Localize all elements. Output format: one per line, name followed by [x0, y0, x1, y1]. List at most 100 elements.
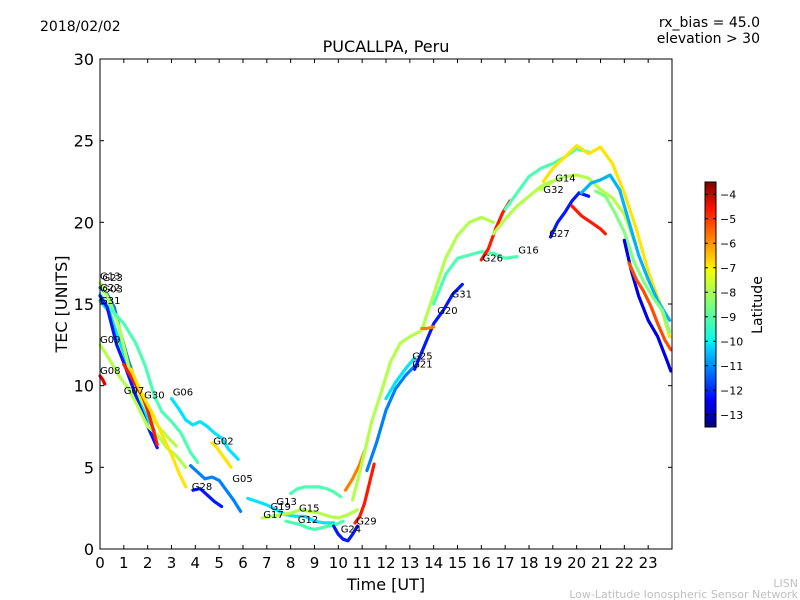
x-tick-label: 20 — [567, 554, 586, 572]
satellite-label-G22: G22 — [100, 283, 120, 294]
satellite-label-G08: G08 — [100, 366, 120, 377]
x-tick-label: 21 — [591, 554, 610, 572]
bias-label: rx_bias = 45.0 — [659, 15, 760, 31]
x-tick-label: 14 — [424, 554, 443, 572]
x-tick-label: 2 — [143, 554, 153, 572]
y-tick-label: 20 — [74, 213, 94, 232]
tec-trace-G30 — [129, 367, 188, 489]
tec-trace-G02 — [210, 441, 233, 469]
colorbar-tick-label: −7 — [720, 262, 736, 275]
tec-trace-peak-yellow — [541, 144, 672, 339]
satellite-label-G17: G17 — [263, 510, 283, 521]
satellite-label-G24: G24 — [341, 525, 361, 536]
colorbar-tick-label: −6 — [720, 237, 736, 250]
x-axis-ticks: 0 1 2 3 4 5 6 7 8 9 10 11 12 13 14 15 16 17 18 19 20 21 22 23 — [95, 59, 658, 572]
satellite-label-G20: G20 — [437, 306, 457, 317]
colorbar-label: Latitude — [750, 276, 766, 334]
watermark-network: Low-Latitude Ionospheric Sensor Network — [569, 588, 798, 600]
satellite-label-G23: G23 — [102, 273, 122, 284]
y-axis-label: TEC [UNITS] — [52, 256, 71, 354]
x-tick-label: 23 — [639, 554, 658, 572]
y-tick-label: 30 — [74, 50, 94, 69]
tec-trace-G06 — [169, 397, 240, 461]
tec-trace-peak-cyan — [579, 173, 672, 322]
satellite-label-G32: G32 — [543, 185, 563, 196]
satellite-label-G19: G19 — [270, 502, 290, 513]
x-tick-label: 8 — [286, 554, 296, 572]
satellite-label-G06: G06 — [173, 388, 193, 399]
x-tick-label: 5 — [214, 554, 224, 572]
x-tick-label: 7 — [262, 554, 272, 572]
x-tick-label: 9 — [310, 554, 320, 572]
x-tick-label: 22 — [615, 554, 634, 572]
x-tick-label: 1 — [119, 554, 129, 572]
x-tick-label: 11 — [353, 554, 372, 572]
satellite-label-G26: G26 — [483, 254, 503, 265]
colorbar-tick-label: −11 — [720, 360, 743, 373]
tec-trace-G20-b — [420, 325, 436, 331]
tec-trace-rise-green-2 — [432, 250, 519, 306]
satellite-label-G21: G21 — [412, 360, 432, 371]
tec-trace-G28 — [191, 487, 224, 509]
tec-trace-G25 — [384, 356, 417, 401]
plot-area — [98, 144, 673, 543]
colorbar-tick-label: −10 — [720, 335, 743, 348]
colorbar — [704, 181, 717, 428]
x-tick-label: 13 — [400, 554, 419, 572]
y-tick-label: 10 — [74, 377, 94, 396]
tec-trace-rise-green — [351, 330, 421, 502]
tec-trace-G24 — [332, 524, 359, 543]
satellite-label-G14: G14 — [555, 174, 575, 185]
x-tick-label: 17 — [496, 554, 515, 572]
watermark-acronym: LISN — [773, 577, 798, 590]
tec-trace-G14-up — [503, 147, 591, 211]
tec-trace-G29 — [353, 462, 376, 525]
tec-trace-G22-early — [98, 292, 200, 464]
satellite-label-G28: G28 — [192, 482, 212, 493]
satellite-label-G25: G25 — [412, 352, 432, 363]
x-tick-label: 12 — [376, 554, 395, 572]
tec-trace-G08 — [98, 374, 107, 386]
satellite-label-G31: G31 — [452, 290, 472, 301]
x-tick-label: 15 — [448, 554, 467, 572]
tec-trace-G13-mid — [246, 496, 336, 525]
x-tick-label: 18 — [519, 554, 538, 572]
x-tick-label: 6 — [238, 554, 248, 572]
x-tick-label: 10 — [329, 554, 348, 572]
colorbar-ticks: −4 −5 −6 −7 −8 −9 −10 −11 −12 −13 — [705, 188, 743, 422]
y-tick-label: 25 — [74, 132, 94, 151]
tec-trace-decay-green — [594, 189, 672, 334]
colorbar-tick-label: −4 — [720, 188, 736, 201]
satellite-label-G05: G05 — [232, 474, 252, 485]
satellite-label-G12: G12 — [298, 515, 318, 526]
colorbar-tick-label: −5 — [720, 213, 736, 226]
x-axis-label: Time [UT] — [346, 575, 425, 594]
chart-title: PUCALLPA, Peru — [323, 37, 450, 56]
colorbar-tick-label: −8 — [720, 286, 736, 299]
tec-trace-G20 — [413, 282, 464, 371]
x-tick-label: 4 — [191, 554, 201, 572]
satellite-label-G07: G07 — [124, 386, 144, 397]
y-tick-label: 5 — [84, 458, 94, 477]
x-tick-label: 16 — [472, 554, 491, 572]
y-tick-label: 0 — [84, 540, 94, 559]
satellite-label-G02: G02 — [213, 437, 233, 448]
elevation-label: elevation > 30 — [657, 31, 760, 47]
satellite-label-G29: G29 — [356, 517, 376, 528]
satellite-label-G13: G13 — [100, 272, 120, 283]
colorbar-tick-label: −9 — [720, 311, 736, 324]
tec-trace-G16 — [491, 179, 553, 236]
satellite-label-G09: G09 — [100, 335, 120, 346]
tec-trace-G17 — [260, 508, 359, 520]
tec-trace-G31-rise — [420, 215, 495, 332]
tec-trace-G15 — [289, 485, 343, 499]
satellite-label-G03: G03 — [102, 285, 122, 296]
tec-trace-G32 — [539, 173, 638, 249]
tec-trace-decay-orange — [627, 261, 673, 352]
satellite-label-G30: G30 — [144, 391, 164, 402]
y-axis-ticks: 0 5 10 15 20 25 30 — [74, 50, 672, 559]
x-tick-label: 19 — [543, 554, 562, 572]
